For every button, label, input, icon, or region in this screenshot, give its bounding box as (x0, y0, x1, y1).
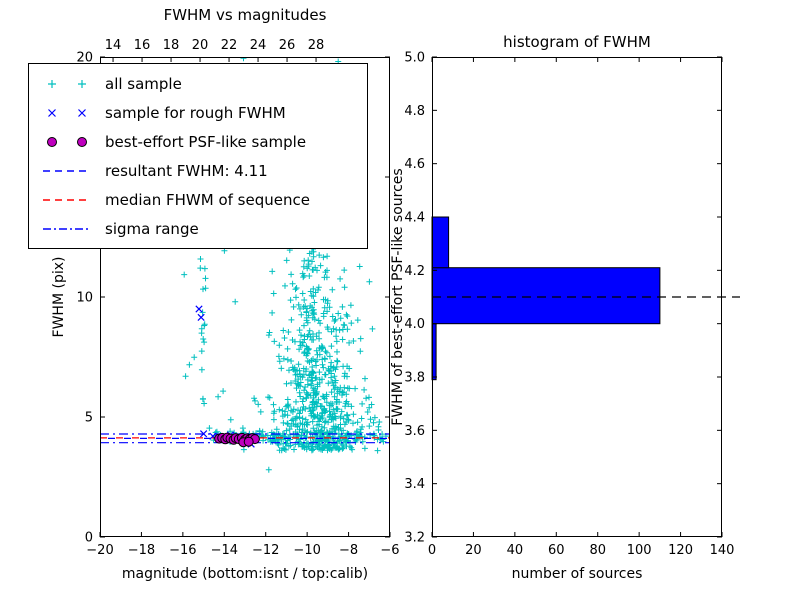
circle-legend-marker-icon (47, 136, 87, 147)
plus-legend-marker-icon (48, 79, 86, 88)
legend-item-label: sigma range (105, 219, 199, 238)
legend-item-label: all sample (105, 74, 182, 93)
legend-item-label: median FHWM of sequence (105, 190, 310, 209)
right-axes: 0 20 40 60 80 100 120 140 3.2 3.4 3.6 3.8 4.0 4.2 4.4 4… (404, 51, 734, 558)
right-y-tick-label: 4.2 (404, 264, 425, 279)
dashdot-legend-marker-icon (43, 227, 91, 230)
legend-item: sample for rough FWHM (29, 98, 367, 127)
left-y-tick-label: 5 (85, 411, 93, 426)
right-x-tick-label: 140 (710, 543, 735, 558)
right-y-tick-label: 4.6 (404, 157, 425, 172)
right-y-tick-label: 5.0 (404, 51, 425, 66)
left-top-tick-label: 22 (221, 38, 238, 53)
left-top-tick-label: 20 (192, 38, 209, 53)
legend-item: sigma range (29, 214, 367, 243)
legend-item-label: best-effort PSF-like sample (105, 132, 307, 151)
left-x-tick-label: −18 (128, 543, 155, 558)
legend-item: median FHWM of sequence (29, 185, 367, 214)
legend-item: best-effort PSF-like sample (29, 127, 367, 156)
right-y-tick-label: 3.4 (404, 477, 425, 492)
left-top-tick-label: 28 (308, 38, 325, 53)
right-x-tick-label: 0 (428, 543, 436, 558)
left-chart-xlabel: magnitude (bottom:isnt / top:calib) (121, 566, 369, 582)
left-plot-area (100, 57, 390, 473)
right-y-tick-label: 4.4 (404, 211, 425, 226)
right-x-tick-label: 80 (589, 543, 606, 558)
right-x-tick-label: 120 (668, 543, 693, 558)
legend-item-label: sample for rough FWHM (105, 103, 286, 122)
left-x-tick-label: −20 (86, 543, 113, 558)
right-x-tick-label: 100 (627, 543, 652, 558)
right-chart-title: histogram of FWHM (503, 33, 651, 51)
right-x-tick-label: 40 (507, 543, 524, 558)
legend: all sample sample for rough FWHM best-effo… (28, 63, 368, 249)
right-chart-ylabel: FWHM of best-effort PSF-like sources (390, 168, 406, 426)
hist-bar (431, 267, 661, 325)
left-top-tick-label: 24 (250, 38, 267, 53)
left-y-tick-label: 20 (76, 51, 93, 66)
right-chart-xlabel: number of sources (511, 566, 643, 582)
left-y-tick-label: 0 (85, 531, 93, 546)
right-y-tick-label: 3.8 (404, 371, 425, 386)
left-top-tick-label: 26 (279, 38, 296, 53)
left-x-tick-label: −14 (211, 543, 238, 558)
left-chart-title: FWHM vs magnitudes (163, 6, 327, 24)
legend-item: resultant FWHM: 4.11 (29, 156, 367, 185)
legend-item: all sample (29, 69, 367, 98)
histogram-bars (431, 216, 661, 381)
x-legend-marker-icon (48, 108, 86, 117)
right-x-tick-label: 60 (548, 543, 565, 558)
right-y-tick-label: 4.8 (404, 104, 425, 119)
left-top-tick-label: 18 (163, 38, 180, 53)
right-plot-area (431, 216, 740, 381)
hist-bar (431, 216, 450, 269)
left-top-tick-label: 14 (105, 38, 122, 53)
legend-item-label: resultant FWHM: 4.11 (105, 161, 268, 180)
left-x-tick-label: −8 (339, 543, 358, 558)
right-y-tick-label: 4.0 (404, 317, 425, 332)
psf-sample-points (214, 432, 260, 448)
left-x-tick-label: −16 (169, 543, 196, 558)
left-chart-ylabel: FWHM (pix) (51, 256, 67, 338)
left-x-tick-label: −10 (293, 543, 320, 558)
left-y-tick-label: 10 (76, 291, 93, 306)
right-y-tick-label: 3.2 (404, 531, 425, 546)
left-x-tick-label: −12 (252, 543, 279, 558)
dashed-legend-marker-icon (43, 198, 91, 201)
dashed-legend-marker-icon (43, 169, 91, 172)
left-x-tick-label: −6 (380, 543, 399, 558)
right-x-tick-label: 20 (465, 543, 482, 558)
right-y-tick-label: 3.6 (404, 424, 425, 439)
left-axes: −20 −18 −16 −14 −12 −10 −8 −6 14 16 18 20 22 24 26 28 0 5… (76, 38, 399, 558)
left-top-tick-label: 16 (134, 38, 151, 53)
